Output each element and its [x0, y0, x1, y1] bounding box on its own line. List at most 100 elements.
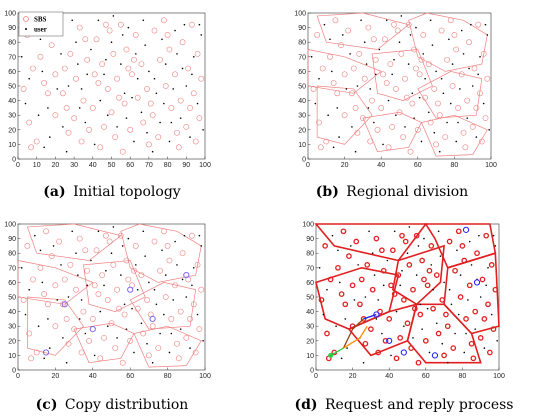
sbs-point — [391, 291, 398, 297]
y-tick-label: 80 — [8, 40, 16, 47]
user-point — [189, 136, 191, 138]
request-path — [343, 325, 368, 349]
sbs-point — [78, 349, 85, 356]
sbs-point — [112, 345, 119, 351]
user-point — [144, 255, 146, 257]
x-tick-label: 40 — [385, 373, 393, 380]
user-point — [373, 274, 376, 276]
user-point — [353, 299, 356, 301]
sbs-point — [162, 83, 169, 89]
user-point — [192, 56, 195, 58]
sbs-point — [37, 53, 44, 60]
sbs-point — [316, 119, 322, 126]
sbs-point — [127, 337, 134, 344]
region-boundary — [307, 49, 382, 94]
region-boundary — [443, 252, 500, 335]
sbs-point — [407, 148, 414, 155]
sbs-point — [477, 335, 484, 341]
sbs-point — [177, 97, 184, 104]
sbs-point — [41, 80, 48, 86]
sbs-point — [172, 71, 178, 78]
sbs-point — [155, 345, 162, 351]
y-tick-label: 90 — [306, 236, 314, 243]
user-point — [67, 85, 70, 87]
user-point — [151, 150, 154, 153]
sbs-point — [194, 50, 201, 57]
sbs-point — [453, 46, 460, 53]
user-point — [336, 107, 339, 109]
sbs-point — [20, 86, 27, 92]
sbs-point — [419, 257, 425, 264]
user-point — [390, 354, 392, 357]
user-point — [494, 245, 497, 247]
user-point — [363, 41, 366, 43]
region-boundary — [26, 223, 122, 261]
user-point — [168, 351, 171, 354]
sbs-point — [411, 305, 418, 312]
sbs-point — [102, 232, 109, 239]
user-point — [382, 284, 385, 287]
sbs-point — [388, 282, 394, 289]
sbs-point — [82, 36, 89, 43]
sbs-point — [330, 80, 337, 86]
user-point — [77, 63, 79, 65]
sbs-point — [33, 349, 40, 356]
sbs-point — [490, 326, 497, 332]
sbs-point — [147, 100, 154, 107]
x-tick-label: 10 — [33, 162, 41, 169]
y-tick-label: 50 — [298, 84, 306, 91]
user-point — [112, 226, 115, 228]
region-boundary — [408, 12, 488, 72]
region-boundary — [420, 114, 488, 157]
y-tick-label: 60 — [306, 280, 314, 287]
sbs-point — [481, 316, 488, 322]
sbs-point — [71, 326, 77, 333]
copy-point — [400, 349, 407, 356]
user-point — [75, 252, 77, 254]
sbs-point — [168, 105, 175, 111]
user-point — [103, 284, 105, 287]
user-point — [349, 245, 352, 247]
sbs-point — [67, 261, 74, 268]
sbs-point — [364, 262, 371, 268]
sbs-point — [400, 134, 407, 140]
sbs-point — [41, 291, 48, 297]
caption-a: (a) Initial topology — [43, 184, 180, 200]
sbs-point — [353, 238, 360, 245]
user-point — [43, 357, 45, 360]
user-point — [140, 111, 143, 114]
user-point — [179, 117, 182, 119]
x-tick-label: 60 — [422, 373, 430, 380]
region-boundary — [133, 325, 202, 368]
caption-c: (c) Copy distribution — [36, 397, 189, 413]
user-point — [442, 92, 445, 95]
user-point — [28, 288, 31, 291]
sbs-point — [108, 320, 115, 327]
user-point — [487, 267, 489, 269]
sbs-point — [101, 334, 107, 341]
sbs-point — [446, 238, 453, 245]
sbs-point — [172, 282, 178, 289]
user-point — [163, 313, 165, 316]
sbs-point — [121, 311, 128, 318]
sbs-point — [144, 86, 150, 92]
caption-b: (b) Regional division — [316, 184, 468, 200]
user-point — [43, 146, 45, 149]
sbs-point — [415, 359, 422, 366]
user-point — [164, 63, 167, 65]
sbs-point — [408, 345, 415, 351]
sbs-point — [71, 115, 77, 122]
y-tick-label: 20 — [306, 338, 314, 345]
sbs-point — [449, 83, 456, 89]
user-point — [466, 117, 469, 119]
sbs-point — [190, 301, 197, 308]
user-point — [163, 102, 165, 105]
sbs-point — [160, 17, 167, 24]
sbs-point — [318, 297, 325, 303]
user-point — [52, 245, 55, 247]
user-point — [90, 259, 92, 262]
sbs-point — [48, 42, 55, 49]
sbs-point — [478, 138, 485, 145]
sbs-point — [175, 355, 182, 362]
sbs-point — [134, 305, 141, 312]
